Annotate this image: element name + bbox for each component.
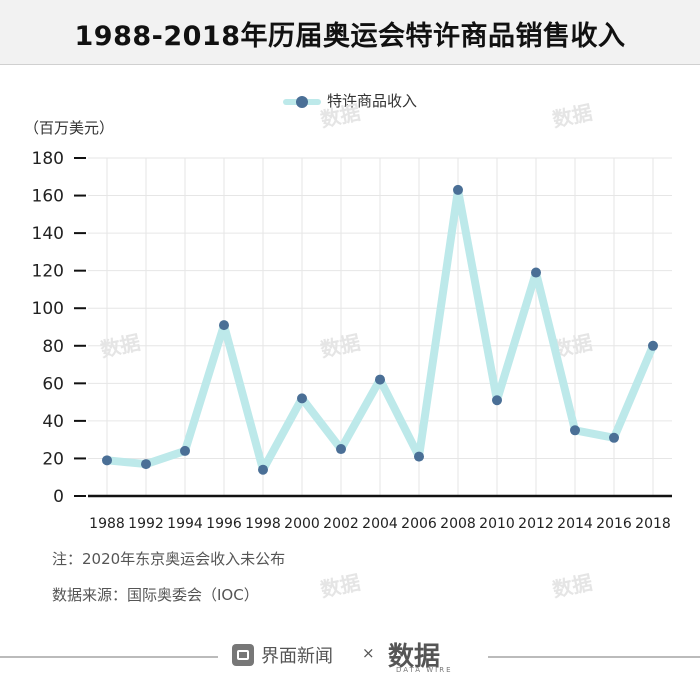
x-tick-label: 2004 bbox=[362, 516, 398, 532]
y-axis-unit: （百万美元） bbox=[24, 119, 115, 137]
x-tick-label: 2014 bbox=[557, 516, 593, 532]
footer: 界面新闻 × 数据 DATA WIRE bbox=[0, 636, 700, 676]
footnote: 注：2020年东京奥运会收入未公布 bbox=[52, 550, 286, 568]
y-tick-label: 0 bbox=[53, 487, 64, 507]
x-tick-label: 2012 bbox=[518, 516, 554, 532]
title-bar: 1988-2018年历届奥运会特许商品销售收入 bbox=[0, 0, 700, 65]
y-tick-label: 80 bbox=[42, 337, 64, 357]
legend-label: 特许商品收入 bbox=[326, 92, 417, 110]
data-point bbox=[375, 374, 385, 385]
data-point bbox=[297, 393, 307, 404]
footer-divider-left bbox=[0, 656, 218, 658]
data-point bbox=[570, 425, 580, 436]
y-tick-label: 100 bbox=[32, 299, 64, 319]
legend-marker bbox=[282, 95, 321, 108]
y-tick-label: 20 bbox=[42, 449, 64, 469]
x-tick-label: 2006 bbox=[401, 516, 437, 532]
times-symbol: × bbox=[362, 644, 375, 662]
x-tick-label: 1996 bbox=[206, 516, 242, 532]
y-tick-label: 160 bbox=[32, 187, 64, 207]
y-tick-label: 120 bbox=[32, 262, 64, 282]
data-point bbox=[492, 395, 502, 406]
legend: 特许商品收入 bbox=[0, 90, 700, 111]
y-tick-label: 180 bbox=[32, 149, 64, 169]
x-tick-label: 1988 bbox=[89, 516, 125, 532]
data-point bbox=[180, 445, 190, 456]
y-tick-label: 140 bbox=[32, 224, 64, 244]
x-tick-label: 2016 bbox=[596, 516, 632, 532]
brand-datawire-sub: DATA WIRE bbox=[396, 666, 453, 674]
chart-title: 1988-2018年历届奥运会特许商品销售收入 bbox=[74, 21, 626, 52]
source-note: 数据来源：国际奥委会（IOC） bbox=[52, 586, 259, 604]
y-tick-label: 40 bbox=[42, 412, 64, 432]
brand-datawire: 数据 bbox=[388, 642, 441, 672]
x-tick-label: 2018 bbox=[635, 516, 671, 532]
jiemian-logo-icon bbox=[232, 644, 254, 666]
data-point bbox=[219, 320, 229, 331]
data-point bbox=[258, 464, 268, 475]
x-tick-label: 2008 bbox=[440, 516, 476, 532]
x-tick-label: 1998 bbox=[245, 516, 281, 532]
x-tick-label: 2002 bbox=[323, 516, 359, 532]
x-tick-label: 2000 bbox=[284, 516, 320, 532]
data-point bbox=[648, 340, 658, 351]
x-tick-label: 1994 bbox=[167, 516, 203, 532]
data-point bbox=[336, 444, 346, 455]
brand-jiemian: 界面新闻 bbox=[261, 646, 333, 667]
data-point bbox=[609, 432, 619, 443]
y-tick-label: 60 bbox=[42, 374, 64, 394]
data-point bbox=[453, 184, 463, 195]
data-point bbox=[141, 459, 151, 470]
data-point bbox=[102, 455, 112, 466]
data-point bbox=[531, 267, 541, 278]
footer-divider-right bbox=[488, 656, 700, 658]
x-tick-label: 1992 bbox=[128, 516, 164, 532]
x-tick-label: 2010 bbox=[479, 516, 515, 532]
data-point bbox=[414, 451, 424, 462]
